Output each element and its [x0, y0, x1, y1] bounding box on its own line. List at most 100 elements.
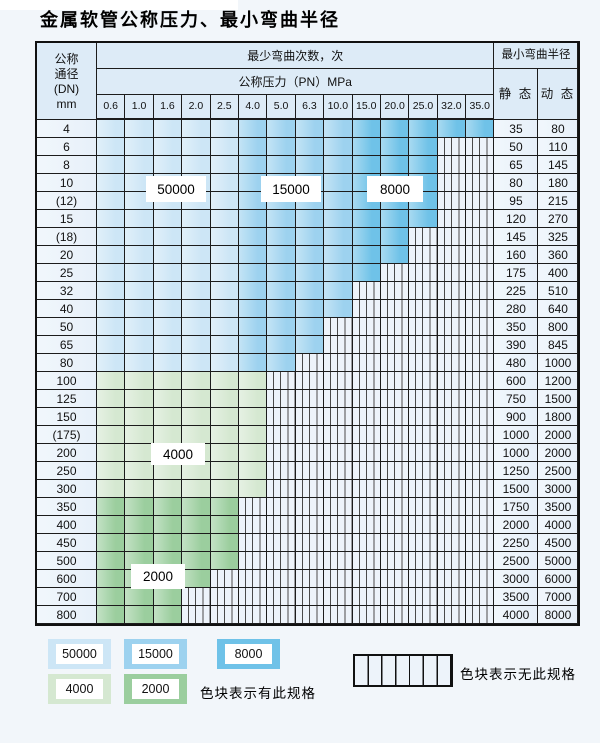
bend-cycles-cell: [97, 516, 126, 534]
bend-cycles-cell: [182, 246, 211, 264]
bend-cycles-cell: [267, 210, 296, 228]
static-radius-cell: 480: [494, 354, 539, 372]
no-spec-cell: [238, 534, 268, 552]
bend-cycles-cell: [153, 480, 183, 498]
bend-cycles-cell: [210, 390, 239, 408]
bend-cycles-cell: [125, 210, 154, 228]
dn-cell: 8: [37, 156, 97, 174]
no-spec-cell: [466, 480, 495, 498]
dn-cell: 250: [37, 462, 97, 480]
no-spec-cell: [466, 516, 495, 534]
bend-cycles-cell: [182, 354, 211, 372]
no-spec-cell: [466, 210, 495, 228]
bend-cycles-cell: [153, 534, 183, 552]
bend-cycles-cell: [267, 282, 296, 300]
bend-cycles-cell: [324, 192, 353, 210]
dynamic-radius-cell: 2500: [538, 462, 579, 480]
static-radius-cell: 120: [494, 210, 539, 228]
pressure-col-header: 1.6: [153, 95, 183, 120]
dynamic-radius-cell: 2000: [538, 444, 579, 462]
dynamic-radius-cell: 80: [538, 120, 579, 138]
no-spec-cell: [437, 498, 467, 516]
bend-cycles-cell: [182, 138, 211, 156]
bend-cycles-cell: [409, 156, 438, 174]
dn-cell: 4: [37, 120, 97, 138]
no-spec-cell: [409, 498, 438, 516]
bend-cycles-cell: [238, 300, 268, 318]
no-spec-cell: [380, 480, 410, 498]
no-spec-cell: [267, 606, 296, 624]
bend-cycles-cell: [153, 138, 183, 156]
dynamic-radius-cell: 845: [538, 336, 579, 354]
bend-cycles-cell: [97, 120, 126, 138]
dn-cell: 65: [37, 336, 97, 354]
pressure-col-header: 35.0: [466, 95, 495, 120]
no-spec-cell: [466, 282, 495, 300]
no-spec-cell: [437, 300, 467, 318]
dn-header-line: mm: [56, 96, 77, 111]
bend-cycles-cell: [324, 228, 353, 246]
static-radius-cell: 1250: [494, 462, 539, 480]
legend-unavailable-text: 色块表示无此规格: [460, 667, 576, 682]
pressure-col-header: 2.5: [210, 95, 239, 120]
legend-swatch-label: 4000: [56, 679, 103, 699]
bend-cycles-cell: [210, 156, 239, 174]
no-spec-cell: [295, 534, 325, 552]
no-spec-cell: [352, 426, 381, 444]
no-spec-cell: [267, 552, 296, 570]
bend-cycles-cell: [182, 264, 211, 282]
no-spec-cell: [267, 408, 296, 426]
bend-cycles-cell: [182, 534, 211, 552]
bend-cycles-cell: [97, 246, 126, 264]
no-spec-cell: [267, 444, 296, 462]
dynamic-radius-cell: 1200: [538, 372, 579, 390]
no-spec-cell: [210, 588, 239, 606]
dn-cell: 100: [37, 372, 97, 390]
bend-cycles-cell: [238, 390, 268, 408]
region-label-50000: 50000: [146, 176, 206, 202]
static-radius-cell: 1000: [494, 444, 539, 462]
no-spec-cell: [295, 408, 325, 426]
bend-cycles-cell: [153, 462, 183, 480]
no-spec-cell: [380, 534, 410, 552]
no-spec-cell: [352, 552, 381, 570]
bend-cycles-cell: [267, 228, 296, 246]
no-spec-cell: [352, 534, 381, 552]
no-spec-cell: [380, 372, 410, 390]
bend-cycles-cell: [97, 426, 126, 444]
bend-cycles-cell: [238, 246, 268, 264]
no-spec-cell: [295, 426, 325, 444]
no-spec-cell: [380, 408, 410, 426]
no-spec-cell: [409, 318, 438, 336]
bend-cycles-cell: [97, 192, 126, 210]
bend-cycles-header: 最少弯曲次数，次: [97, 43, 495, 69]
bend-cycles-cell: [210, 282, 239, 300]
bend-cycles-cell: [97, 606, 126, 624]
bend-cycles-cell: [125, 246, 154, 264]
bend-cycles-cell: [97, 408, 126, 426]
bend-cycles-cell: [210, 210, 239, 228]
dn-cell: 80: [37, 354, 97, 372]
bend-cycles-cell: [210, 498, 239, 516]
no-spec-cell: [380, 570, 410, 588]
bend-cycles-cell: [380, 210, 410, 228]
no-spec-cell: [238, 588, 268, 606]
bend-cycles-cell: [295, 318, 325, 336]
dynamic-radius-cell: 6000: [538, 570, 579, 588]
no-spec-cell: [409, 300, 438, 318]
no-spec-cell: [437, 390, 467, 408]
legend-swatch-50000: 50000: [48, 639, 111, 669]
dn-header-line: 公称: [54, 51, 79, 66]
no-spec-cell: [267, 570, 296, 588]
no-spec-cell: [324, 570, 353, 588]
bend-cycles-cell: [210, 444, 239, 462]
bend-cycles-cell: [210, 372, 239, 390]
region-label-2000: 2000: [131, 564, 185, 589]
no-spec-cell: [295, 498, 325, 516]
dn-cell: (12): [37, 192, 97, 210]
bend-cycles-cell: [182, 498, 211, 516]
bend-cycles-cell: [97, 570, 126, 588]
bend-cycles-cell: [352, 120, 381, 138]
no-spec-cell: [409, 390, 438, 408]
dn-cell: 350: [37, 498, 97, 516]
